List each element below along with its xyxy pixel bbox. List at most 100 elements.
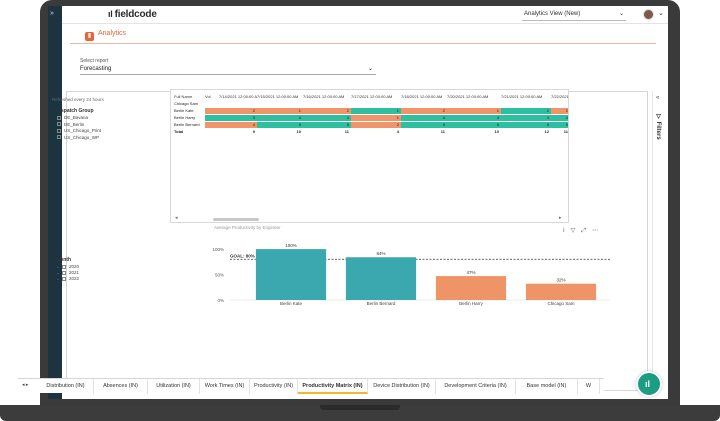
tab-nav-arrows[interactable]: ◂ ▸ (22, 382, 29, 388)
expand-sidebar-icon[interactable]: » (50, 10, 54, 17)
data-label: 32% (556, 278, 565, 283)
matrix-column-header[interactable]: 7/20/2021 12:00:00 AM (447, 94, 489, 99)
matrix-column-header[interactable]: 7/15/2021 12:00:00 AM (257, 94, 299, 99)
matrix-column-header[interactable]: 7/18/2021 12:00:00 AM (401, 94, 443, 99)
view-selector-value: Analytics View (New) (524, 11, 581, 17)
matrix-cell: 4 (303, 115, 351, 121)
matrix-cell: 5 (303, 122, 351, 128)
dispatch-group-option[interactable]: DE_Berlin (57, 122, 101, 129)
page-tab[interactable]: Development Criteria (IN) (436, 379, 516, 394)
month-option[interactable]: ⌄ 2021 (56, 270, 79, 276)
month-label: 2020 (69, 264, 80, 269)
checkbox[interactable] (57, 135, 61, 139)
page-tab[interactable]: W (578, 379, 600, 394)
matrix-cell: 9 (252, 129, 255, 134)
month-option[interactable]: ⌄ 2020 (56, 264, 79, 270)
dispatch-group-label: US_Chicago_WP (64, 134, 100, 140)
matrix-cell (401, 101, 447, 107)
matrix-cell (205, 101, 257, 107)
left-sidebar: » (48, 6, 62, 399)
matrix-header-cell: Full Name (174, 94, 193, 99)
page-tab[interactable]: Utilization (IN) (148, 379, 200, 394)
checkbox[interactable] (62, 270, 66, 275)
page-tab[interactable]: Work Times (IN) (200, 379, 250, 394)
dispatch-group-option[interactable]: US_Chicago_Print (57, 128, 101, 135)
matrix-header-row: Full Name Vol 7/14/2021 12:00:00 AM 7/15/20… (171, 94, 569, 100)
table-row[interactable]: Berlin Kate 2 1 2 1 2 1 2 2 (171, 108, 568, 114)
app-logo[interactable]: ıl fieldcode (108, 9, 157, 20)
matrix-column-header[interactable]: 7/16/2021 12:00:00 AM (303, 94, 345, 99)
y-tick-label: 50% (215, 273, 224, 278)
page-tab[interactable]: Productivity (IN) (250, 379, 298, 394)
table-row[interactable]: Berlin Harry 3 4 4 1 4 4 4 4 (171, 115, 568, 121)
checkbox[interactable] (57, 115, 61, 120)
table-row[interactable]: Chicago Sam (171, 101, 568, 107)
month-option[interactable]: ⌄ 2022 (56, 276, 79, 282)
checkbox[interactable] (57, 128, 61, 133)
filters-label: ▽ Filters (655, 113, 661, 140)
refresh-note: Refreshed every 24 hours (52, 97, 104, 102)
avatar[interactable] (643, 9, 654, 20)
category-label: Chicago Sam (547, 301, 574, 306)
expand-icon[interactable]: ⤢ (581, 228, 593, 234)
chevron-down-icon[interactable]: ⌄ (56, 264, 60, 269)
matrix-cell: 2 (303, 108, 351, 114)
collapse-filters-icon[interactable]: « (656, 95, 660, 101)
chevron-down-icon[interactable]: ⌄ (658, 10, 664, 17)
matrix-cell: 3 (205, 115, 257, 121)
filters-pane[interactable]: « ▽ Filters (652, 91, 666, 391)
matrix-cell: 4 (205, 122, 257, 128)
data-label: 84% (376, 251, 385, 256)
chevron-down-icon[interactable]: ⌄ (56, 276, 60, 281)
chevron-down-icon: ⌄ (618, 11, 624, 17)
dispatch-group-option[interactable]: DE_Bavaria (57, 115, 101, 122)
matrix-cell: 4 (551, 115, 568, 121)
data-label: 100% (285, 243, 297, 248)
info-icon[interactable]: ⅰ (563, 228, 571, 234)
matrix-column-header[interactable]: 7/22/2021 12:00:00 AM (551, 94, 569, 99)
matrix-cell: 11 (563, 129, 568, 134)
matrix-cell: 2 (401, 108, 447, 114)
laptop-notch (320, 405, 400, 410)
matrix-cell: 5 (551, 122, 568, 128)
matrix-column-header[interactable]: Vol (205, 94, 211, 99)
matrix-column-header[interactable]: 7/14/2021 12:00:00 AM (219, 94, 257, 99)
checkbox[interactable] (57, 122, 61, 126)
matrix-cell: 5 (401, 122, 447, 128)
matrix-column-header[interactable]: 7/17/2021 12:00:00 AM (351, 94, 393, 99)
assistant-icon: ıl (645, 379, 651, 389)
scroll-left-icon[interactable]: ◂ (175, 215, 178, 221)
matrix-cell: 1 (351, 115, 401, 121)
page-tab[interactable]: Device Distribution (IN) (368, 379, 436, 394)
dispatch-group-label: US_Chicago_Print (64, 128, 102, 133)
dispatch-group-option[interactable]: US_Chicago_WP (57, 135, 101, 142)
horizontal-scrollbar[interactable] (213, 218, 259, 221)
tab-analytics[interactable]: ▮ Analytics (85, 30, 126, 41)
chevron-down-icon[interactable]: ⌄ (56, 270, 60, 275)
bar-chart-icon: ▮ (85, 32, 94, 41)
matrix-cell (351, 101, 401, 107)
matrix-cell (447, 101, 501, 107)
report-select[interactable]: Forecasting ⌄ (80, 65, 376, 75)
table-row[interactable]: Berlin Bernard 4 5 5 2 5 5 5 5 (171, 122, 568, 128)
page-tab[interactable]: Base model (IN) (516, 379, 578, 394)
month-title: Month (56, 257, 71, 263)
laptop-base (0, 405, 720, 421)
matrix-cell: 5 (257, 122, 303, 128)
matrix-cell: 2 (501, 108, 551, 114)
view-selector[interactable]: Analytics View (New) ⌄ (522, 9, 626, 21)
page-tab[interactable]: Distribution (IN) (38, 379, 94, 394)
matrix-column-header[interactable]: 7/21/2021 12:00:00 AM (501, 94, 543, 99)
page-tab[interactable]: Absences (IN) (94, 379, 148, 394)
more-options-icon[interactable]: ⋯ (592, 228, 605, 234)
matrix-cell: 1 (257, 108, 303, 114)
matrix-cell (303, 101, 351, 107)
assistant-button[interactable]: ıl (636, 371, 662, 397)
checkbox[interactable] (62, 276, 66, 281)
matrix-cell (501, 101, 551, 107)
table-row[interactable]: Total 9 10 11 4 11 10 12 11 (171, 129, 568, 135)
filter-icon[interactable]: ▽ (570, 228, 582, 234)
page-tab[interactable]: Productivity Matrix (IN) (298, 379, 368, 394)
checkbox[interactable] (62, 264, 66, 269)
scroll-right-icon[interactable]: ▸ (559, 215, 562, 221)
